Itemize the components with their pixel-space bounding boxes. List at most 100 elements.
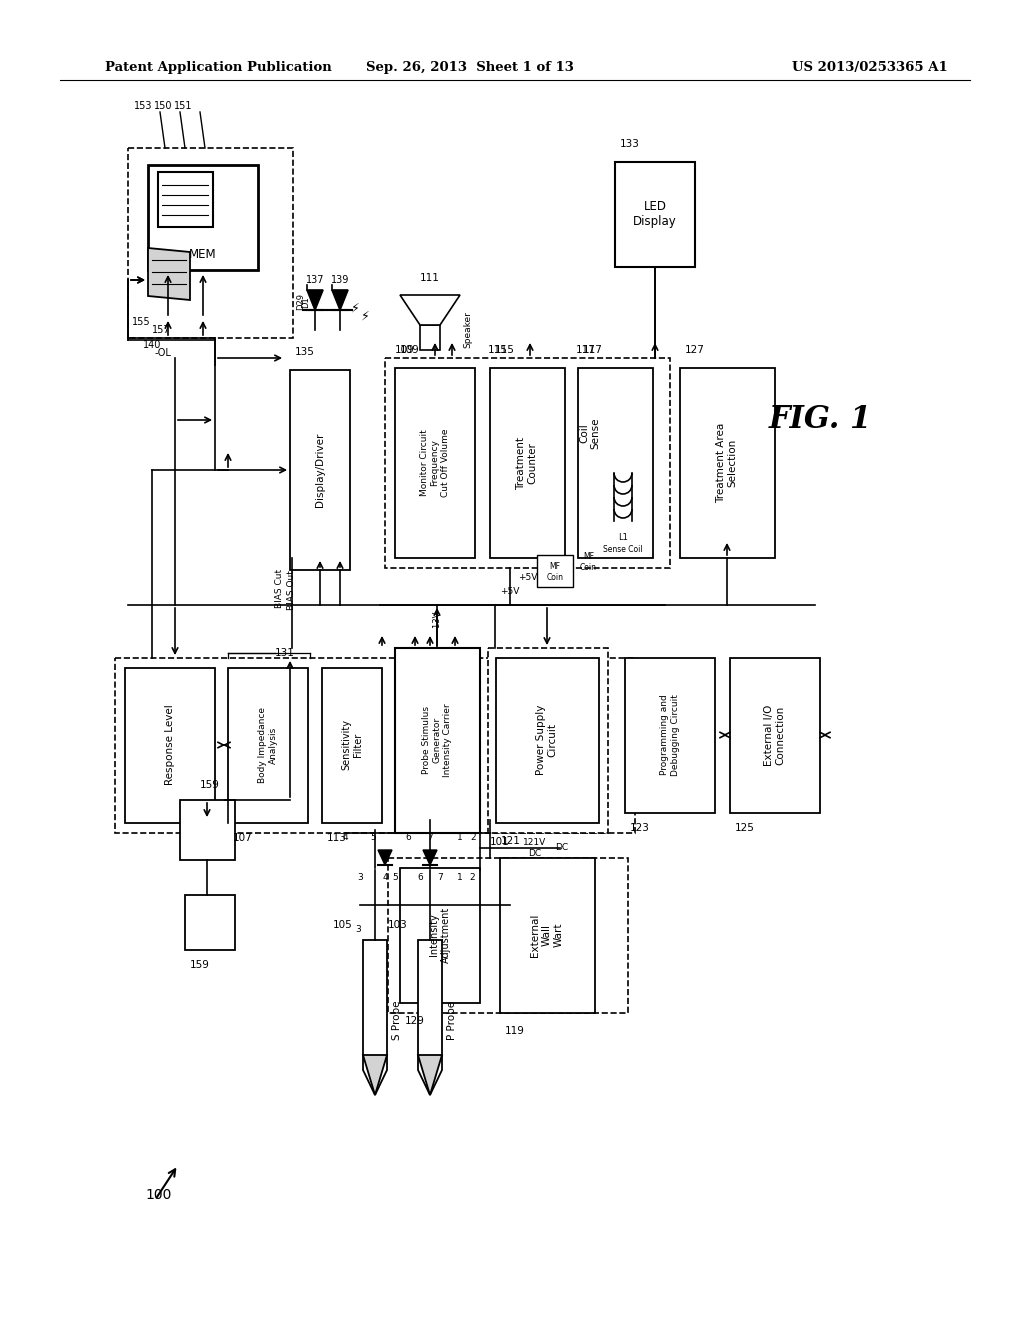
Text: 109: 109 — [395, 345, 415, 355]
Text: 127: 127 — [685, 345, 705, 355]
Polygon shape — [378, 850, 392, 865]
Text: Speaker: Speaker — [464, 312, 472, 348]
Text: S Probe: S Probe — [392, 1001, 402, 1040]
Text: Treatment Area
Selection: Treatment Area Selection — [716, 422, 738, 503]
Text: FIG. 1: FIG. 1 — [768, 404, 871, 436]
Text: -OL: -OL — [155, 348, 172, 358]
Text: 131: 131 — [275, 648, 295, 657]
Text: BIAS Out: BIAS Out — [288, 570, 297, 610]
Polygon shape — [307, 290, 323, 310]
Text: Monitor Circuit
Frequency
Cut Off Volume: Monitor Circuit Frequency Cut Off Volume — [420, 429, 450, 498]
Polygon shape — [400, 294, 460, 325]
FancyBboxPatch shape — [578, 368, 653, 558]
Text: 2: 2 — [469, 874, 475, 883]
FancyBboxPatch shape — [496, 657, 599, 822]
FancyBboxPatch shape — [388, 858, 628, 1012]
Polygon shape — [148, 248, 190, 300]
Text: 137: 137 — [306, 275, 325, 285]
Text: DC: DC — [555, 843, 568, 853]
FancyBboxPatch shape — [395, 368, 475, 558]
Text: 121: 121 — [501, 836, 521, 846]
Text: 103: 103 — [388, 920, 408, 931]
Polygon shape — [423, 850, 437, 865]
FancyBboxPatch shape — [125, 668, 215, 822]
Text: 101: 101 — [490, 837, 510, 847]
FancyBboxPatch shape — [420, 325, 440, 350]
Text: 105: 105 — [333, 920, 353, 931]
FancyBboxPatch shape — [385, 358, 670, 568]
Text: +5V: +5V — [501, 587, 520, 597]
Text: 150: 150 — [154, 102, 172, 111]
Text: ⚡: ⚡ — [350, 301, 359, 314]
FancyBboxPatch shape — [537, 554, 573, 587]
FancyBboxPatch shape — [395, 648, 480, 833]
Text: 139: 139 — [331, 275, 349, 285]
Text: 129: 129 — [406, 1016, 425, 1026]
Text: 5: 5 — [370, 833, 376, 842]
Text: P Probe: P Probe — [447, 1001, 457, 1040]
Text: Body Impedance
Analysis: Body Impedance Analysis — [258, 708, 278, 783]
Text: 6: 6 — [406, 833, 411, 842]
Text: LED
Display: LED Display — [633, 201, 677, 228]
Text: Response Level: Response Level — [165, 705, 175, 785]
FancyBboxPatch shape — [228, 668, 308, 822]
Text: External
Wall
Wart: External Wall Wart — [530, 913, 563, 957]
Text: 7: 7 — [427, 833, 433, 842]
FancyBboxPatch shape — [290, 370, 350, 570]
Text: MF
Coin: MF Coin — [547, 562, 563, 582]
FancyBboxPatch shape — [158, 172, 213, 227]
Text: Sense Coil: Sense Coil — [603, 544, 643, 553]
FancyBboxPatch shape — [185, 895, 234, 950]
Text: D1: D1 — [301, 296, 310, 308]
Text: External I/O
Connection: External I/O Connection — [764, 705, 785, 766]
FancyBboxPatch shape — [615, 162, 695, 267]
Text: Patent Application Publication: Patent Application Publication — [105, 62, 332, 74]
FancyBboxPatch shape — [488, 648, 608, 833]
Text: Treatment
Counter: Treatment Counter — [516, 437, 538, 490]
Text: 107: 107 — [233, 833, 253, 843]
Text: 109: 109 — [400, 345, 420, 355]
Polygon shape — [362, 1055, 387, 1096]
FancyBboxPatch shape — [625, 657, 715, 813]
Text: -13V: -13V — [432, 610, 441, 630]
Text: Display/Driver: Display/Driver — [315, 433, 325, 507]
Text: ⚡: ⚡ — [360, 309, 370, 322]
Text: Intensity
Adjustment: Intensity Adjustment — [429, 907, 451, 964]
Text: 123: 123 — [630, 822, 650, 833]
Text: 5: 5 — [392, 874, 398, 883]
Text: 115: 115 — [495, 345, 515, 355]
FancyBboxPatch shape — [128, 148, 293, 338]
Text: 113: 113 — [327, 833, 347, 843]
Text: 100: 100 — [145, 1188, 171, 1203]
Text: 7: 7 — [437, 874, 442, 883]
Text: 135: 135 — [295, 347, 314, 356]
Text: 117: 117 — [575, 345, 596, 355]
Text: 125: 125 — [735, 822, 755, 833]
FancyBboxPatch shape — [115, 657, 635, 833]
Text: Sensitivity
Filter: Sensitivity Filter — [341, 719, 362, 771]
Polygon shape — [332, 290, 348, 310]
Text: 117: 117 — [583, 345, 603, 355]
Text: 111: 111 — [420, 273, 440, 282]
FancyBboxPatch shape — [148, 165, 258, 271]
Polygon shape — [362, 940, 387, 1096]
Text: 121V
DC: 121V DC — [523, 838, 547, 858]
FancyBboxPatch shape — [730, 657, 820, 813]
Polygon shape — [418, 1055, 442, 1096]
Text: BIAS Cut: BIAS Cut — [275, 569, 285, 607]
Text: L1: L1 — [618, 533, 628, 543]
Text: Programming and
Debugging Circuit: Programming and Debugging Circuit — [660, 694, 680, 776]
FancyBboxPatch shape — [322, 668, 382, 822]
FancyBboxPatch shape — [490, 368, 565, 558]
Text: 1: 1 — [457, 833, 463, 842]
Text: Sep. 26, 2013  Sheet 1 of 13: Sep. 26, 2013 Sheet 1 of 13 — [366, 62, 573, 74]
Text: 4: 4 — [382, 874, 388, 883]
Text: 4: 4 — [342, 833, 348, 842]
Text: MF
Coin: MF Coin — [580, 552, 597, 572]
Text: D29: D29 — [296, 293, 305, 310]
Text: 159: 159 — [190, 960, 210, 970]
Text: 119: 119 — [505, 1026, 525, 1036]
FancyBboxPatch shape — [680, 368, 775, 558]
Text: 155: 155 — [132, 317, 151, 327]
Text: 3: 3 — [357, 874, 362, 883]
